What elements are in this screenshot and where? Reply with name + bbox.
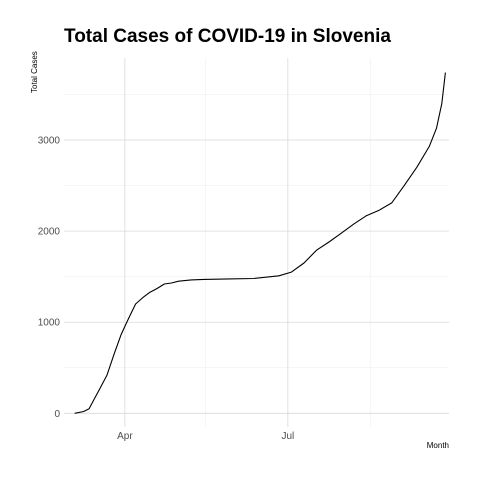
major-gridlines (64, 58, 449, 427)
series-layer (74, 72, 446, 414)
y-axis-title: Total Cases (30, 51, 39, 93)
chart-title: Total Cases of COVID-19 in Slovenia (64, 26, 391, 47)
y-axis-ticks: 0 1000 2000 3000 (38, 136, 61, 420)
y-tick-label: 1000 (38, 318, 61, 329)
y-tick-label: 0 (54, 409, 60, 420)
minor-gridlines (64, 58, 449, 427)
x-axis-title: Month (427, 441, 449, 450)
x-tick-label: Apr (117, 431, 133, 442)
x-tick-label: Jul (281, 431, 294, 442)
y-tick-label: 3000 (38, 136, 61, 147)
y-tick-label: 2000 (38, 227, 61, 238)
series-line-total-cases (74, 72, 446, 414)
x-axis-ticks: Apr Jul (117, 431, 294, 442)
